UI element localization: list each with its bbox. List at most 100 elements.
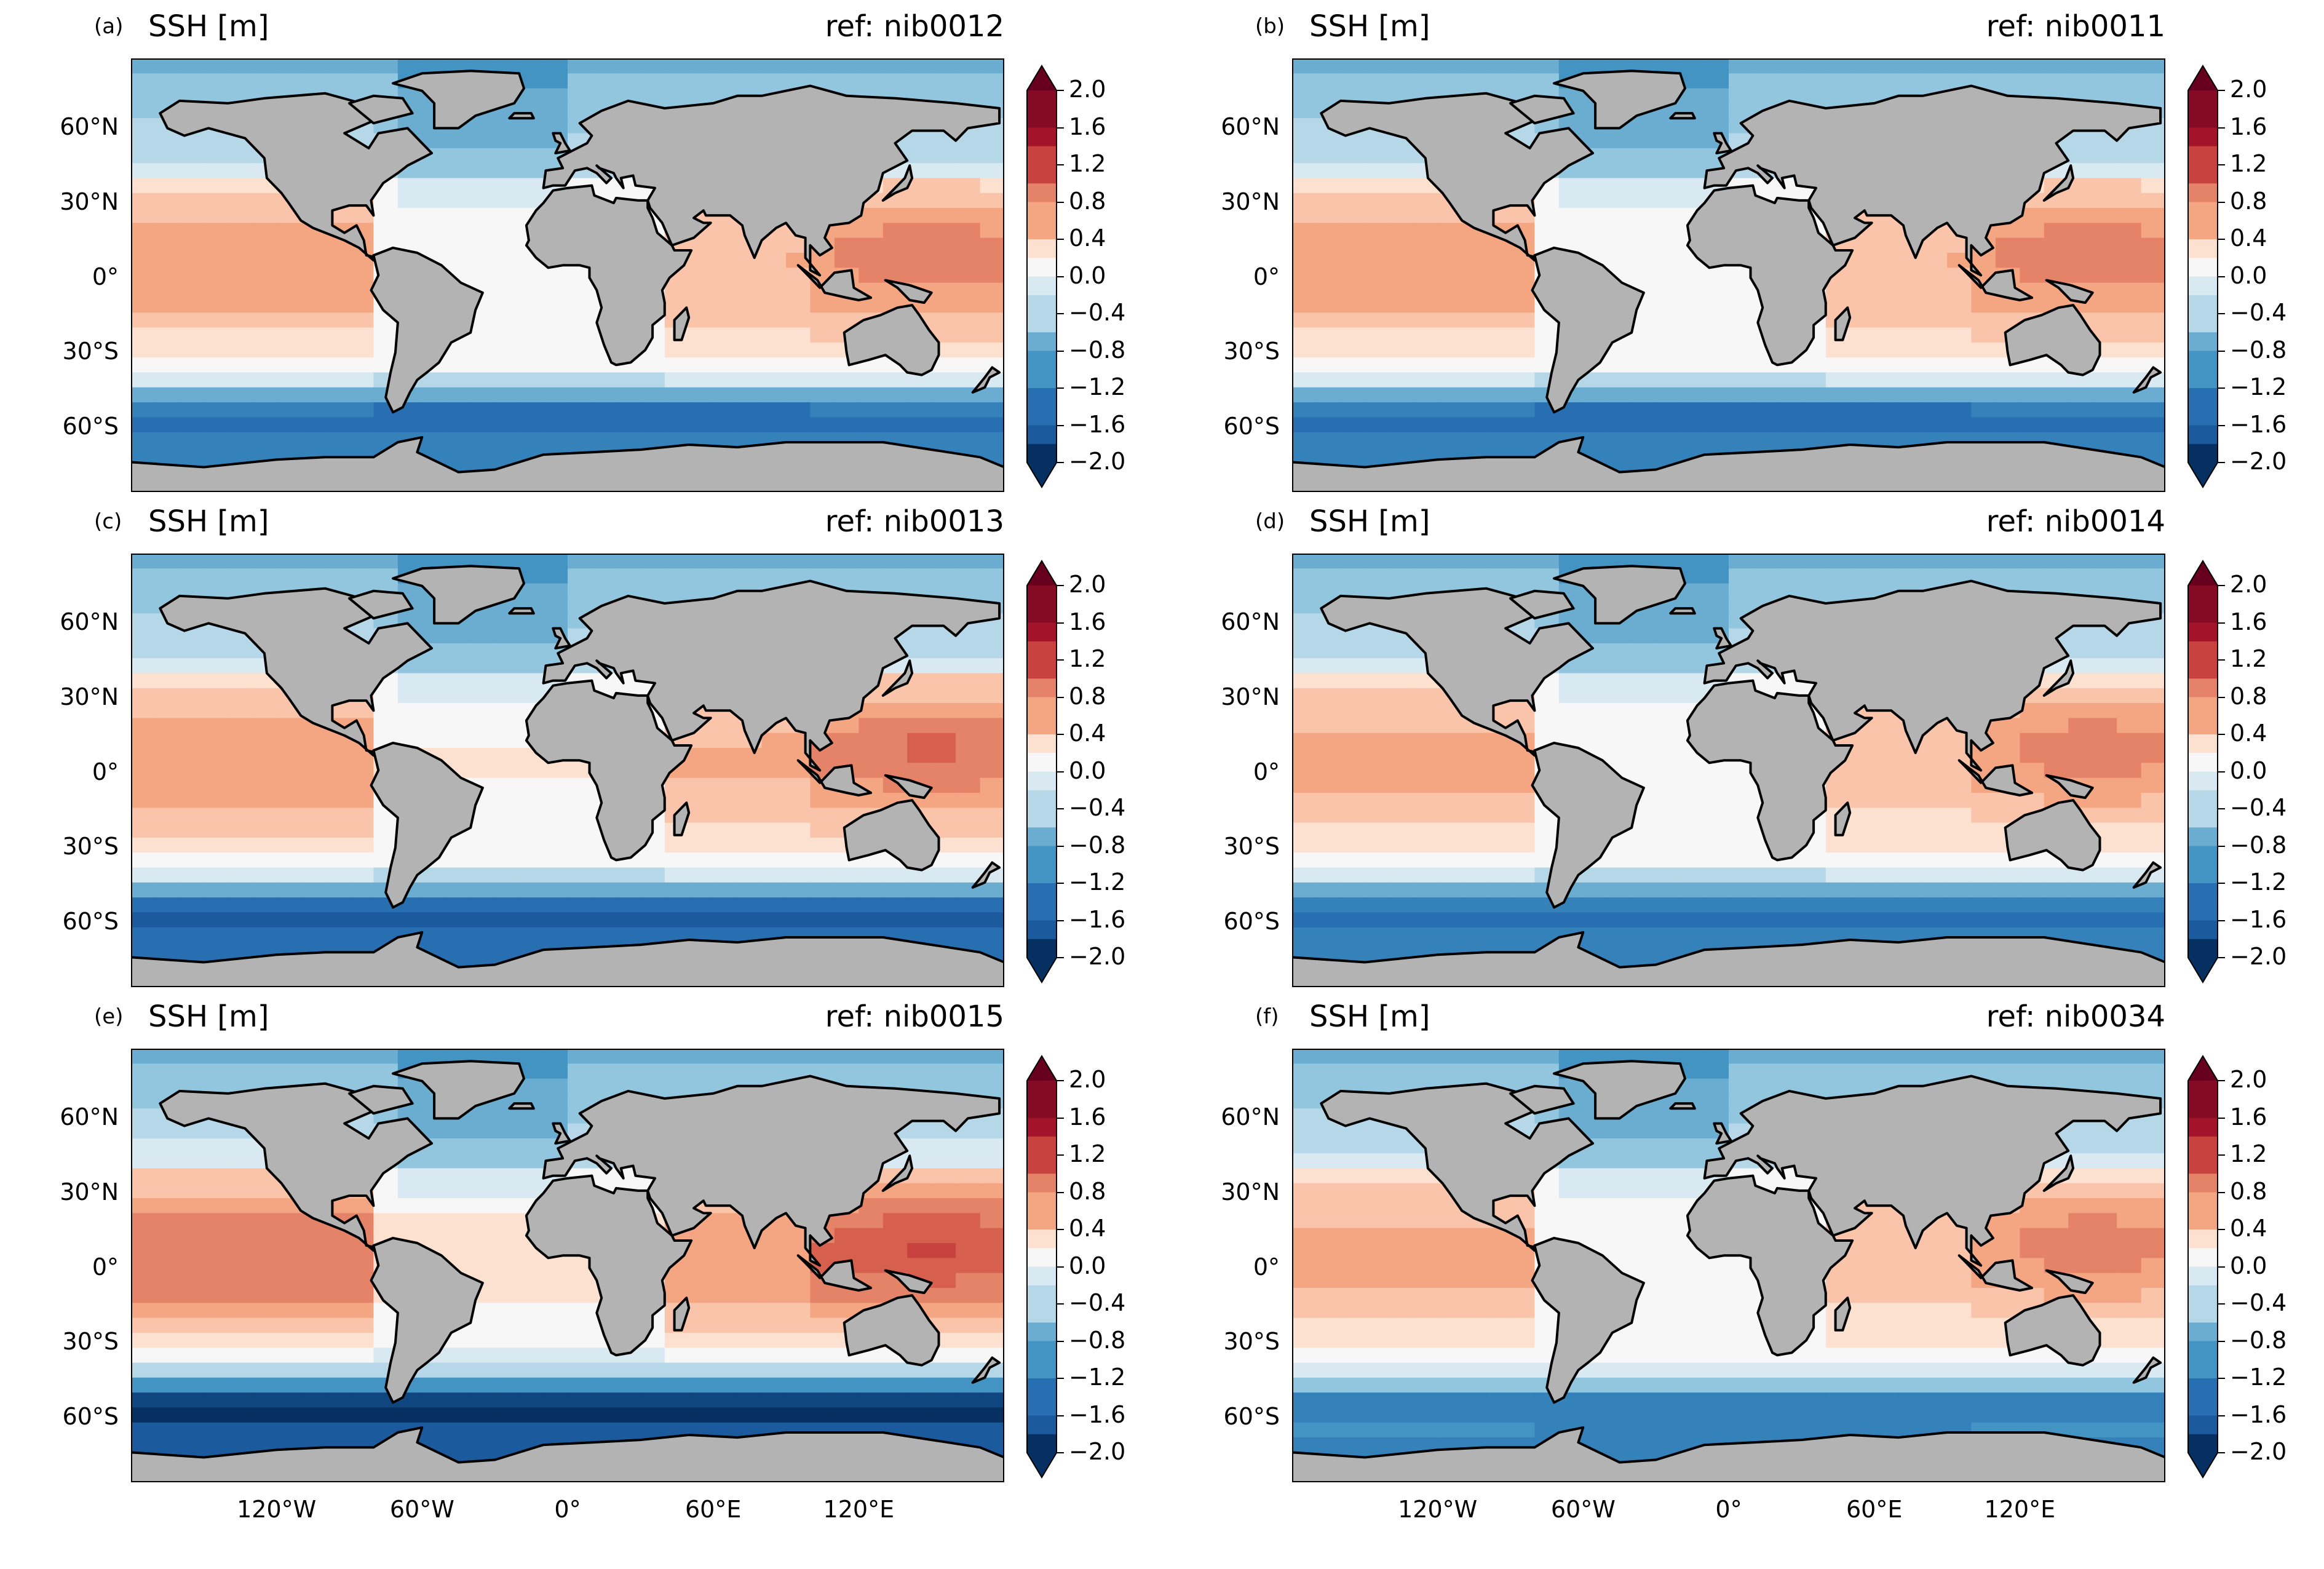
ssh-cell (1704, 118, 1729, 134)
ssh-cell (640, 357, 665, 373)
ssh-cell (204, 237, 229, 253)
ssh-cell (640, 568, 665, 584)
ssh-cell (689, 912, 714, 928)
ssh-cell (1316, 387, 1341, 403)
ssh-cell (810, 912, 835, 928)
ssh-cell (131, 763, 156, 779)
ssh-cell (931, 673, 956, 689)
ssh-cell (2117, 223, 2142, 239)
ssh-cell (228, 867, 253, 883)
ssh-cell (1365, 432, 1390, 448)
ssh-cell (1462, 837, 1487, 853)
ssh-cell (494, 793, 520, 809)
ssh-cell (956, 688, 981, 704)
ssh-cell (1680, 763, 1705, 779)
ssh-cell (494, 718, 520, 734)
ssh-cell (131, 148, 156, 164)
ssh-cell (859, 402, 884, 418)
ssh-cell (1995, 733, 2021, 749)
ssh-cell (859, 253, 884, 269)
ssh-cell (882, 1063, 908, 1079)
ssh-cell (1656, 628, 1681, 644)
ssh-cell (907, 58, 932, 74)
ssh-cell (1947, 298, 1972, 314)
ssh-cell (568, 327, 593, 343)
ssh-cell (252, 554, 277, 570)
ssh-cell (882, 568, 908, 584)
ssh-cell (1850, 897, 1875, 913)
ssh-cell (956, 822, 981, 838)
ssh-cell (301, 897, 326, 913)
ssh-cell (1510, 357, 1536, 373)
ssh-cell (931, 718, 956, 734)
ssh-cell (1922, 882, 1948, 898)
ssh-cell (519, 808, 544, 824)
ssh-cell (301, 432, 326, 448)
ssh-cell (1534, 554, 1560, 570)
ssh-cell (2068, 554, 2093, 570)
ssh-cell (2068, 387, 2093, 403)
ssh-cell (155, 688, 180, 704)
ssh-cell (1850, 237, 1875, 253)
ssh-cell (301, 58, 326, 74)
ssh-cell (1389, 447, 1414, 463)
ssh-cell (1316, 282, 1341, 298)
ssh-cell (2092, 223, 2117, 239)
ssh-cell (422, 432, 447, 448)
ssh-cell (446, 163, 471, 179)
ssh-cell (786, 837, 811, 853)
ssh-cell (1753, 417, 1778, 433)
ssh-cell (1632, 613, 1657, 629)
ssh-cell (325, 927, 350, 943)
ssh-cell (228, 342, 253, 358)
colorbar-tick (2218, 276, 2225, 277)
landmass-eurasia (1703, 84, 2162, 277)
colorbar-tick (1057, 387, 1064, 389)
ssh-cell (252, 417, 277, 433)
ssh-cell (1607, 387, 1632, 403)
ssh-cell (956, 1063, 981, 1079)
ssh-cell (252, 927, 277, 943)
ssh-cell (834, 372, 860, 388)
colorbar-tick (2218, 90, 2225, 91)
ssh-cell (131, 88, 156, 104)
ssh-cell (1680, 372, 1705, 388)
ssh-cell (1340, 658, 1366, 674)
ssh-cell (494, 837, 520, 853)
colorbar-tick-label: 1.2 (2230, 150, 2267, 177)
ssh-cell (1437, 837, 1462, 853)
ssh-cell (2092, 268, 2117, 284)
ssh-cell (179, 253, 205, 269)
ssh-cell (1389, 882, 1414, 898)
ssh-cell (373, 912, 399, 928)
ssh-cell (2141, 208, 2165, 224)
ssh-cell (1656, 357, 1681, 373)
ssh-cell (155, 193, 180, 209)
ssh-cell (1680, 148, 1705, 164)
ssh-cell (1753, 402, 1778, 418)
map-frame (131, 58, 1004, 492)
ssh-cell (1365, 837, 1390, 853)
ssh-cell (1389, 253, 1414, 269)
ssh-cell (228, 148, 253, 164)
ssh-cell (1340, 852, 1366, 868)
ssh-cell (1947, 777, 1972, 793)
colorbar-tick (1057, 957, 1064, 958)
ssh-cell (2068, 133, 2093, 149)
colorbar-level (2188, 641, 2218, 661)
ssh-cell (592, 554, 617, 570)
ssh-cell (1704, 763, 1729, 779)
colorbar-level (1027, 715, 1057, 735)
ssh-cell (1607, 193, 1632, 209)
colorbar-level (1027, 734, 1057, 753)
ssh-cell (2141, 763, 2165, 779)
ssh-cell (1510, 852, 1536, 868)
ssh-cell (446, 643, 471, 659)
ssh-cell (592, 568, 617, 584)
ssh-cell (325, 822, 350, 838)
ssh-cell (1898, 852, 1924, 868)
ssh-cell (1632, 673, 1657, 689)
ssh-map (131, 58, 1004, 492)
ssh-cell (1534, 688, 1560, 704)
ssh-cell (1413, 748, 1438, 764)
